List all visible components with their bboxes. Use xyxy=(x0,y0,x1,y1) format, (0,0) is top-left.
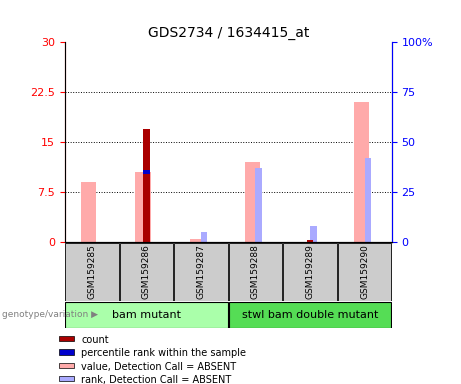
Text: GSM159286: GSM159286 xyxy=(142,244,151,299)
FancyBboxPatch shape xyxy=(65,243,118,301)
Text: value, Detection Call = ABSENT: value, Detection Call = ABSENT xyxy=(81,362,236,372)
Text: GSM159289: GSM159289 xyxy=(306,244,314,299)
Bar xyxy=(255,168,262,242)
Bar xyxy=(59,376,74,381)
Text: rank, Detection Call = ABSENT: rank, Detection Call = ABSENT xyxy=(81,375,231,384)
Bar xyxy=(59,336,74,341)
Text: GSM159287: GSM159287 xyxy=(196,244,206,299)
Bar xyxy=(143,170,150,174)
Text: GSM159285: GSM159285 xyxy=(87,244,96,299)
Bar xyxy=(190,238,205,242)
Text: GSM159288: GSM159288 xyxy=(251,244,260,299)
Bar xyxy=(307,240,313,242)
FancyBboxPatch shape xyxy=(229,302,391,328)
Bar xyxy=(365,158,371,242)
Bar xyxy=(59,362,74,368)
Bar xyxy=(143,129,150,242)
FancyBboxPatch shape xyxy=(174,243,228,301)
Text: genotype/variation ▶: genotype/variation ▶ xyxy=(2,310,98,319)
FancyBboxPatch shape xyxy=(338,243,391,301)
Text: count: count xyxy=(81,335,109,345)
FancyBboxPatch shape xyxy=(120,243,173,301)
Bar xyxy=(81,182,96,242)
Bar xyxy=(354,102,369,242)
Bar xyxy=(136,172,151,242)
Title: GDS2734 / 1634415_at: GDS2734 / 1634415_at xyxy=(148,26,309,40)
Bar xyxy=(59,349,74,354)
Text: GSM159290: GSM159290 xyxy=(360,244,369,299)
FancyBboxPatch shape xyxy=(284,243,337,301)
Bar xyxy=(201,232,207,242)
FancyBboxPatch shape xyxy=(229,243,282,301)
Text: percentile rank within the sample: percentile rank within the sample xyxy=(81,348,246,358)
FancyBboxPatch shape xyxy=(65,302,228,328)
Bar xyxy=(310,226,317,242)
Text: stwl bam double mutant: stwl bam double mutant xyxy=(242,310,378,320)
Text: bam mutant: bam mutant xyxy=(112,310,181,320)
Bar xyxy=(244,162,260,242)
